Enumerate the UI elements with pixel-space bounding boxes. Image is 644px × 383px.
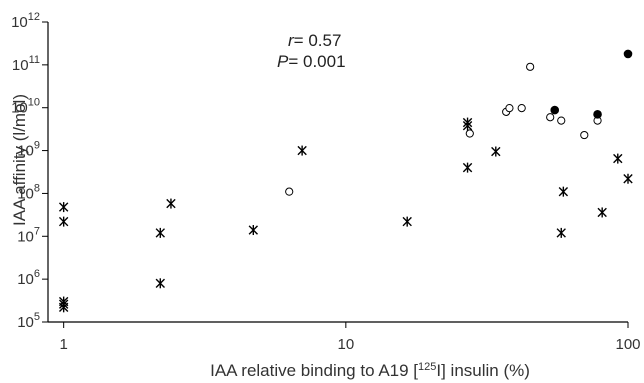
open-circle-marker [505, 103, 514, 113]
p-value: = 0.001 [288, 52, 345, 71]
y-tick-label: 108 [17, 182, 40, 202]
r-symbol: r [288, 31, 295, 50]
y-tick-label-exponent: 5 [34, 311, 40, 323]
y-tick-label-base: 10 [12, 57, 29, 74]
star-marker [58, 216, 69, 227]
x-ticks: 1 10 100 [59, 322, 641, 353]
filled-circle-marker [593, 110, 602, 119]
data-points [58, 49, 633, 313]
y-axis-title: IAA affinity (l/mol) [10, 94, 29, 226]
x-tick-label: 1 [59, 336, 67, 353]
y-tick-label-exponent: 8 [34, 182, 40, 194]
filled-circle-marker [550, 105, 560, 115]
star-marker [597, 207, 607, 218]
x-tick-label: 10 [337, 336, 354, 353]
x-axis-title-part-1: IAA relative binding to A19 [ [210, 361, 418, 380]
star-marker [155, 278, 165, 289]
y-tick-label: 1012 [11, 11, 40, 31]
y-tick-label: 1010 [11, 97, 40, 117]
open-circle-marker [526, 62, 535, 71]
star-marker [155, 227, 165, 238]
y-tick-label-exponent: 9 [34, 140, 40, 152]
star-marker [402, 216, 412, 227]
y-tick-label: 105 [17, 311, 40, 331]
y-tick-label-base: 10 [17, 228, 34, 245]
star-marker [297, 145, 307, 156]
open-circle-marker [580, 130, 589, 140]
open-circle-marker [285, 187, 294, 196]
open-circle-marker [517, 103, 526, 113]
p-symbol: P [277, 52, 289, 71]
open-circle-marker [546, 113, 555, 122]
star-marker [556, 227, 566, 238]
star-marker [166, 198, 176, 209]
axes [47, 22, 628, 323]
star-marker [613, 153, 623, 164]
x-axis-title-part-2: I] insulin (%) [436, 361, 530, 380]
star-marker [58, 302, 69, 313]
y-tick-label-base: 10 [11, 100, 28, 117]
p-value-annotation: P= 0.001 [277, 52, 346, 71]
y-tick-label-base: 10 [17, 271, 34, 288]
star-marker [462, 162, 473, 173]
r-value: = 0.57 [294, 31, 342, 50]
y-tick-label-base: 10 [17, 314, 34, 331]
y-tick-label-exponent: 12 [28, 11, 40, 23]
y-tick-label-base: 10 [17, 185, 34, 202]
y-tick-label: 106 [17, 268, 40, 288]
y-tick-label-exponent: 7 [34, 225, 40, 237]
star-marker [558, 186, 569, 197]
filled-circle-marker [623, 49, 633, 59]
star-marker [623, 173, 633, 184]
open-circle-marker [557, 116, 566, 125]
y-tick-label-exponent: 6 [34, 268, 40, 280]
star-marker [58, 202, 69, 213]
y-tick-label: 107 [17, 225, 40, 245]
star-marker [491, 146, 501, 157]
correlation-r-annotation: r= 0.57 [288, 31, 341, 50]
y-tick-label-exponent: 10 [28, 97, 40, 109]
star-marker [462, 120, 473, 131]
x-axis-title-superscript: 125 [418, 361, 436, 373]
y-tick-label: 1011 [12, 54, 40, 74]
star-marker [248, 225, 259, 236]
y-tick-label-exponent: 11 [29, 54, 40, 66]
y-tick-label-base: 10 [17, 143, 34, 160]
y-tick-label: 109 [17, 140, 40, 160]
open-circle-marker [465, 129, 474, 138]
y-tick-label-base: 10 [11, 14, 28, 31]
x-tick-label: 100 [615, 336, 640, 353]
x-axis-title: IAA relative binding to A19 [125I] insul… [210, 361, 530, 380]
